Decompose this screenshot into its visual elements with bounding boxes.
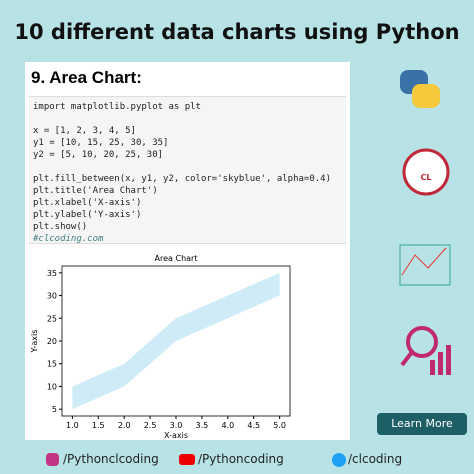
learn-more-button[interactable]: Learn More [377, 413, 467, 435]
code-group: x = [1, 2, 3, 4, 5] y1 = [10, 15, 25, 30,… [33, 125, 346, 161]
y-tick-label: 35 [47, 269, 57, 278]
code-line: plt.fill_between(x, y1, y2, color='skybl… [33, 174, 332, 184]
code-line: plt.title('Area Chart') [33, 186, 158, 196]
y-tick-label: 10 [47, 382, 57, 391]
instagram-link[interactable]: /Pythonclcoding [63, 452, 159, 466]
x-tick-label: 2.0 [118, 421, 131, 430]
card-heading: 9. Area Chart: [31, 68, 142, 87]
code-line: plt.ylabel('Y-axis') [33, 210, 142, 220]
svg-text:CL: CL [421, 173, 432, 182]
code-line: plt.show() [33, 222, 88, 232]
y-tick-label: 5 [52, 405, 57, 414]
card: 9. Area Chart: import matplotlib.pyplot … [25, 62, 350, 440]
x-tick-label: 4.0 [221, 421, 234, 430]
youtube-link[interactable]: /Pythoncoding [198, 452, 284, 466]
y-tick-label: 25 [47, 314, 57, 323]
code-line: y2 = [5, 10, 20, 25, 30] [33, 150, 164, 160]
code-line: #clcoding.com [33, 234, 104, 244]
chart: 1.0 1.5 2.0 2.5 3.0 3.5 4.0 4.5 5.0 5 10 15 20 25 30 35… [30, 254, 291, 438]
y-tick-label: 30 [47, 292, 57, 301]
x-tick-label: 3.5 [196, 421, 209, 430]
code-line: import matplotlib.pyplot as plt [33, 102, 201, 112]
chart-title: Area Chart [155, 254, 198, 263]
y-tick-label: 20 [47, 337, 57, 346]
code-group: import matplotlib.pyplot as plt [33, 101, 346, 113]
code-group: plt.fill_between(x, y1, y2, color='skybl… [33, 173, 346, 245]
code-block: import matplotlib.pyplot as plt x = [1, 2… [29, 96, 346, 244]
x-tick-label: 4.5 [247, 421, 260, 430]
y-tick-label: 15 [47, 360, 57, 369]
code-line: y1 = [10, 15, 25, 30, 35] [33, 138, 169, 148]
x-tick-label: 2.5 [144, 421, 157, 430]
area-band [72, 272, 280, 410]
page-title: 10 different data charts using Python [14, 20, 460, 44]
icons: CL [399, 70, 451, 375]
x-tick-label: 3.0 [170, 421, 183, 430]
x-tick-label: 1.5 [92, 421, 105, 430]
x-tick-label: 5.0 [273, 421, 286, 430]
y-axis-label: Y-axis [30, 330, 39, 354]
footer-icons [46, 453, 346, 467]
x-tick-label: 1.0 [66, 421, 79, 430]
x-axis-label: X-axis [164, 431, 188, 438]
code-line: x = [1, 2, 3, 4, 5] [33, 126, 136, 136]
code-line: plt.xlabel('X-axis') [33, 198, 142, 208]
twitter-link[interactable]: /clcoding [348, 452, 403, 466]
